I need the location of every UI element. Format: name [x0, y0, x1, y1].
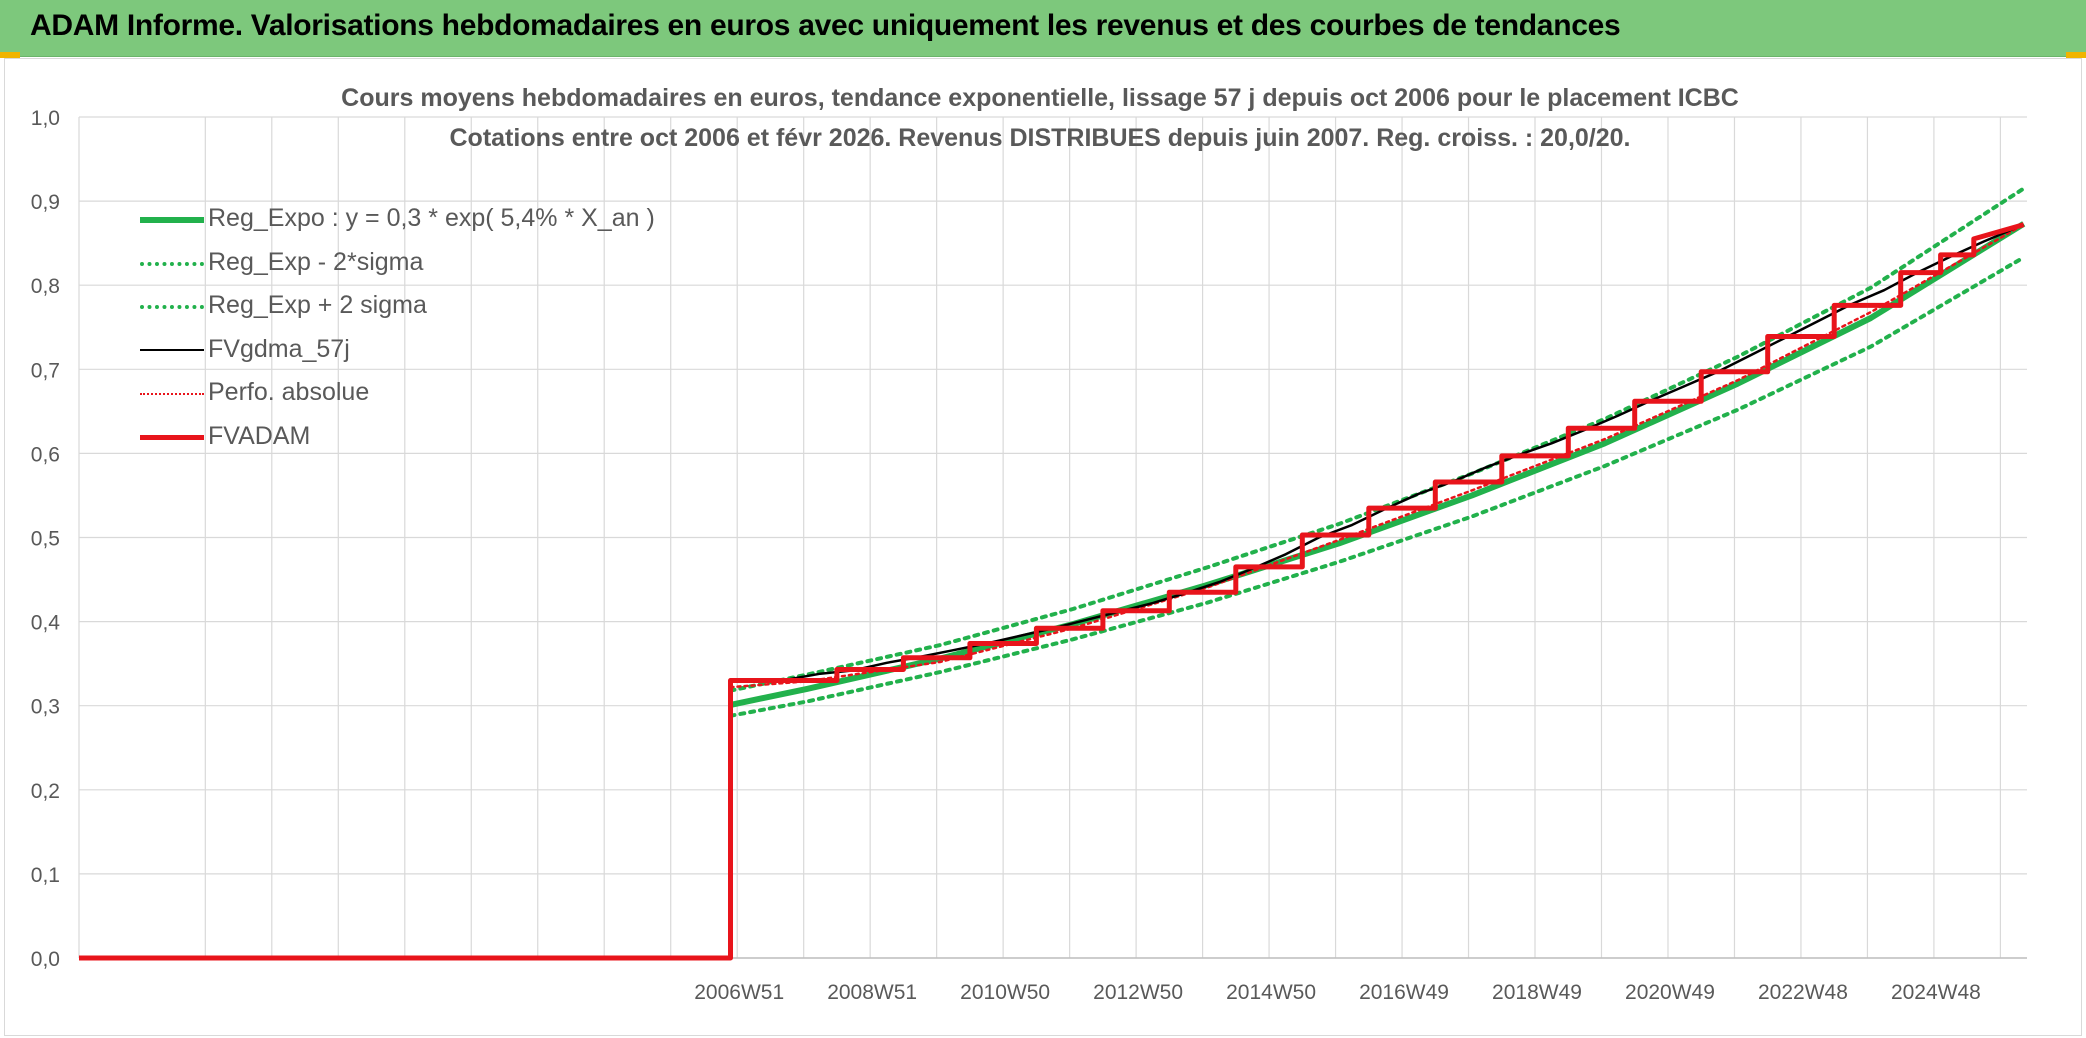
series-line-1	[728, 255, 2026, 718]
series-line-2	[728, 186, 2026, 693]
legend-swatch	[140, 349, 204, 352]
y-tick-label: 0,7	[31, 359, 60, 382]
x-tick-label: 2006W51	[694, 981, 784, 1004]
y-tick-label: 0,6	[31, 443, 60, 466]
y-tick-label: 0,1	[31, 864, 60, 887]
legend-swatch	[140, 305, 204, 309]
x-tick-label: 2014W50	[1226, 981, 1316, 1004]
series-line-4	[729, 223, 2025, 689]
y-tick-label: 0,3	[31, 696, 60, 719]
legend-swatch	[140, 392, 204, 395]
legend-swatch	[140, 261, 204, 266]
x-tick-label: 2012W50	[1093, 981, 1183, 1004]
y-tick-label: 0,4	[31, 612, 61, 635]
x-axis-ticks: 2006W51 2008W51 2010W50 2012W50 2014W50 2016W…	[694, 981, 1981, 1004]
y-tick-label: 1,0	[31, 107, 60, 130]
corner-marker-left	[0, 52, 20, 58]
y-tick-label: 0,9	[31, 191, 60, 214]
y-tick-label: 0,5	[31, 528, 60, 551]
x-tick-label: 2022W48	[1758, 981, 1848, 1004]
y-axis-ticks: 0,0 0,1 0,2 0,3 0,4 0,5 0,6 0,7 0,8 0,9 1,0	[31, 107, 61, 971]
legend-swatch	[140, 217, 204, 223]
series-line-5	[79, 222, 2025, 961]
chart-area	[4, 58, 2082, 1036]
legend-label: FVgdma_57j	[208, 334, 350, 363]
header-banner: ADAM Informe. Valorisations hebdomadaire…	[0, 0, 2086, 57]
x-tick-label: 2018W49	[1492, 981, 1582, 1004]
corner-marker-right	[2066, 52, 2086, 58]
series-line-3	[79, 223, 2025, 960]
gridlines	[78, 116, 2027, 959]
x-tick-label: 2020W49	[1625, 981, 1715, 1004]
chart-title: Cours moyens hebdomadaires en euros, ten…	[341, 84, 1739, 112]
chart-subtitle: Cotations entre oct 2006 et févr 2026. R…	[449, 124, 1631, 152]
x-tick-label: 2008W51	[827, 981, 917, 1004]
x-tick-label: 2024W48	[1891, 981, 1981, 1004]
legend-label: Reg_Exp - 2*sigma	[208, 247, 424, 276]
legend-label: FVADAM	[208, 421, 311, 450]
y-tick-label: 0,8	[31, 275, 60, 298]
series-line-0	[729, 221, 2026, 708]
legend-label: Reg_Exp + 2 sigma	[208, 291, 427, 319]
series-lines	[79, 186, 2026, 961]
legend-label: Perfo. absolue	[208, 378, 370, 406]
x-tick-label: 2010W50	[960, 981, 1050, 1004]
y-tick-label: 0,0	[31, 948, 60, 971]
legend-swatch	[140, 435, 204, 440]
x-tick-label: 2016W49	[1359, 981, 1449, 1004]
banner-title: ADAM Informe. Valorisations hebdomadaire…	[30, 9, 1621, 42]
y-tick-label: 0,2	[31, 780, 60, 803]
legend-label: Reg_Expo : y = 0,3 * exp( 5,4% * X_an )	[208, 204, 655, 232]
